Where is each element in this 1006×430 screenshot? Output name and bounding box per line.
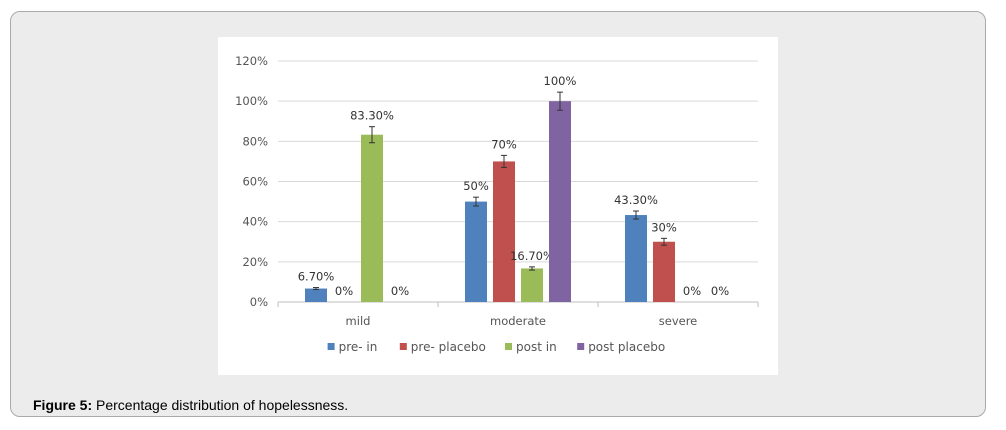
data-label: 0% xyxy=(683,284,701,298)
data-label: 100% xyxy=(544,74,577,88)
caption-label: Figure 5: xyxy=(33,397,93,413)
legend-swatch xyxy=(399,343,407,350)
y-tick-label: 60% xyxy=(242,175,268,189)
data-label: 6.70% xyxy=(298,270,335,284)
legend-label: pre- in xyxy=(339,340,378,354)
x-tick-label: moderate xyxy=(490,314,546,328)
x-tick-label: severe xyxy=(659,314,698,328)
legend-label: post placebo xyxy=(588,340,665,354)
bar xyxy=(305,288,327,302)
legend-swatch xyxy=(577,343,585,350)
y-tick-label: 120% xyxy=(235,54,268,68)
data-label: 16.70% xyxy=(510,249,554,263)
data-label: 70% xyxy=(491,137,517,151)
bar xyxy=(521,268,543,302)
bar xyxy=(361,134,383,302)
y-tick-label: 40% xyxy=(242,215,268,229)
chart-panel: 0% 20% 40% 60% 80% 100% 120% mild moderate severe… xyxy=(218,37,778,375)
data-label: 83.30% xyxy=(350,109,394,123)
data-label: 0% xyxy=(335,284,353,298)
bar xyxy=(653,241,675,302)
data-label: 0% xyxy=(391,284,409,298)
y-tick-label: 80% xyxy=(242,134,268,148)
bar xyxy=(493,161,515,302)
legend-label: post in xyxy=(516,340,557,354)
data-label: 43.30% xyxy=(614,193,658,207)
y-tick-label: 20% xyxy=(242,255,268,269)
x-tick-label: mild xyxy=(346,314,371,328)
bar xyxy=(549,101,571,303)
data-label: 0% xyxy=(711,284,729,298)
figure-caption: Figure 5: Percentage distribution of hop… xyxy=(33,397,348,413)
bar xyxy=(465,201,487,302)
y-tick-label: 0% xyxy=(250,295,268,309)
caption-text: Percentage distribution of hopelessness. xyxy=(92,397,349,413)
legend-swatch xyxy=(327,343,335,350)
data-label: 50% xyxy=(463,179,489,193)
bar xyxy=(625,215,647,302)
legend-swatch xyxy=(505,343,512,350)
bar-chart: 0% 20% 40% 60% 80% 100% 120% mild moderate severe… xyxy=(235,54,759,354)
data-label: 30% xyxy=(651,220,677,234)
y-tick-label: 100% xyxy=(235,94,268,108)
legend-label: pre- placebo xyxy=(411,340,486,354)
